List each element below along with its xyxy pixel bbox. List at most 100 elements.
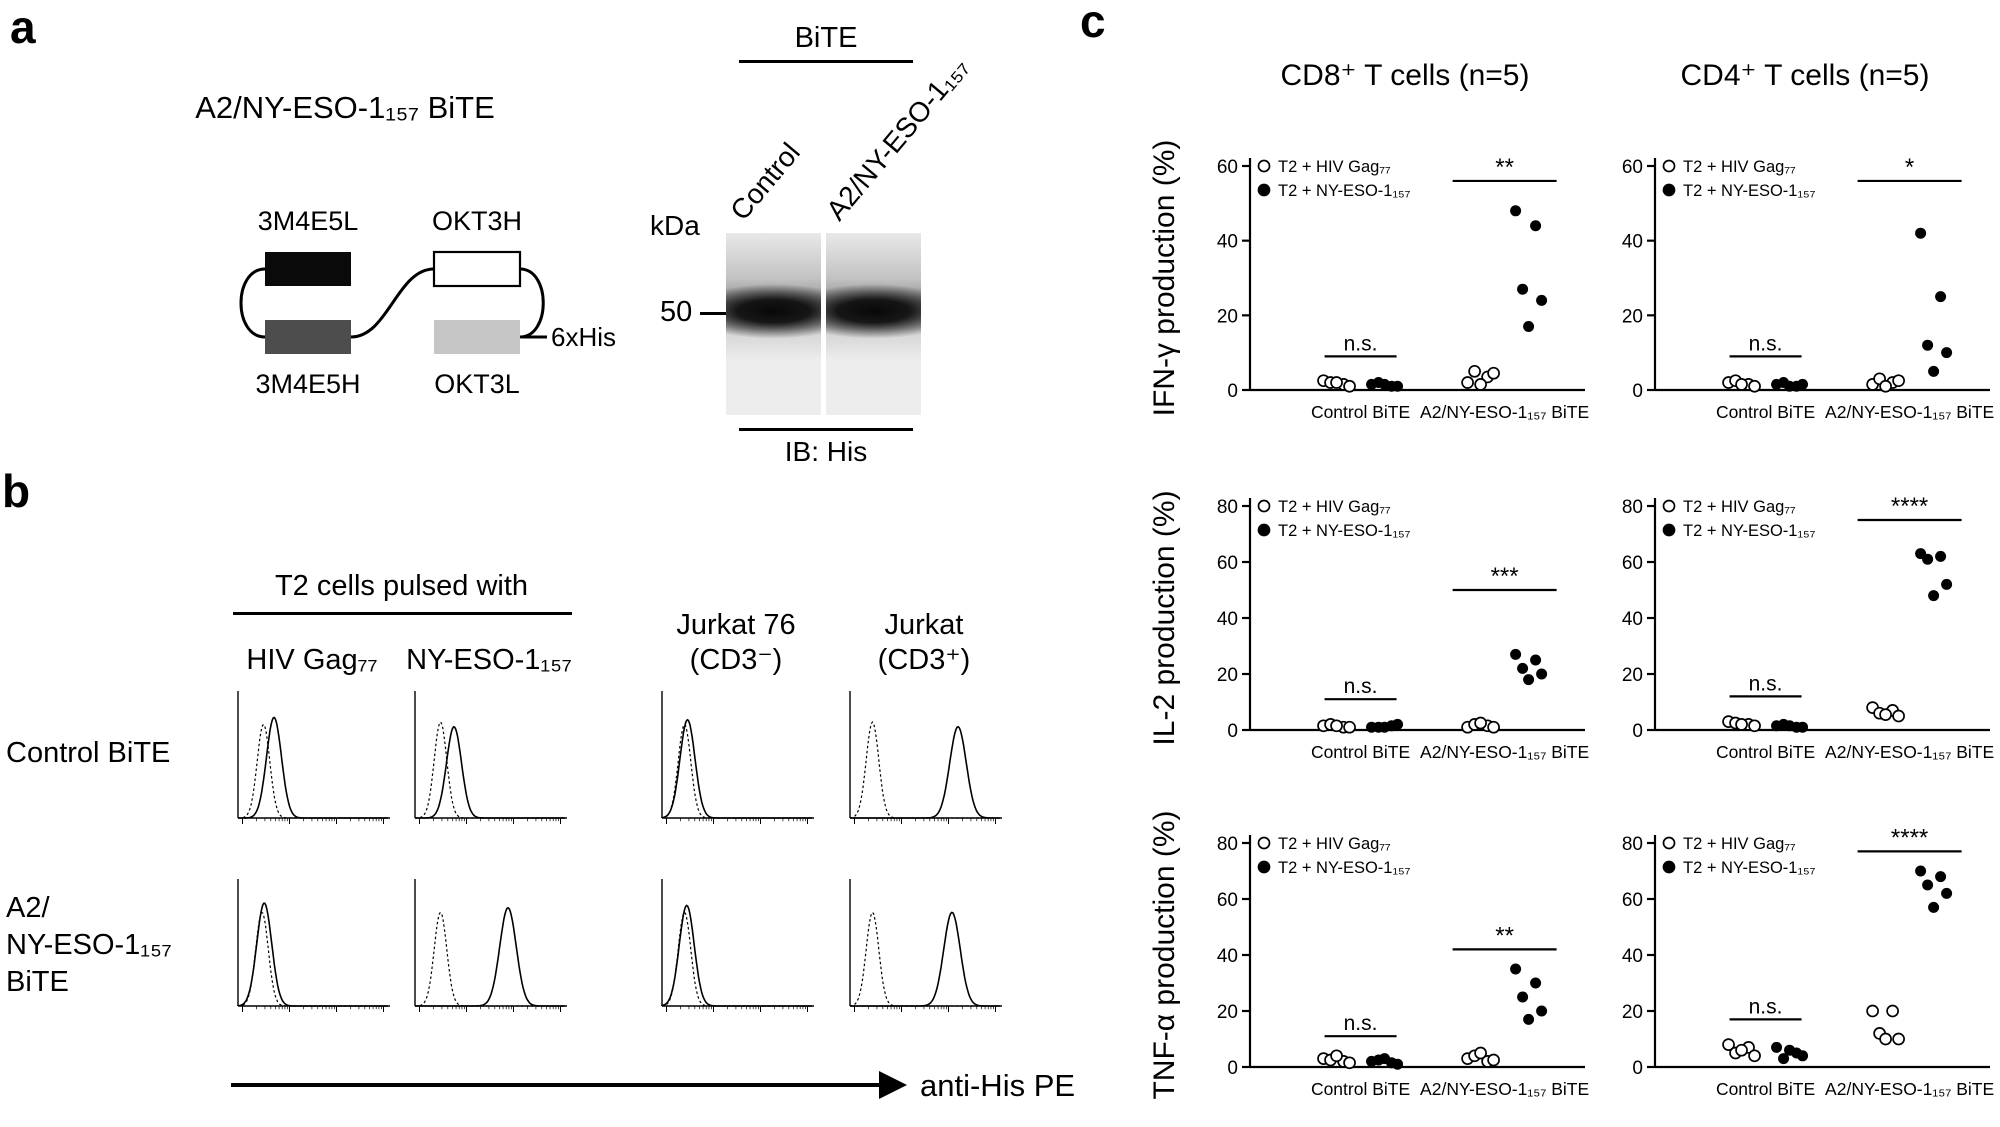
y-tick-label: 60	[1622, 890, 1643, 911]
domain-label-okt3h: OKT3H	[432, 206, 522, 236]
y-tick-label: 0	[1227, 721, 1238, 742]
domain-label-3m4e5l: 3M4E5L	[258, 206, 359, 236]
point-open	[1330, 1049, 1343, 1063]
sig-label: n.s.	[1344, 1012, 1378, 1035]
hist-curve-dotted	[661, 723, 812, 819]
point-open	[1879, 379, 1892, 393]
hist-curve-dotted	[237, 911, 388, 1007]
legend-marker-open	[1662, 836, 1676, 850]
point-filled	[1536, 294, 1548, 306]
point-open	[1487, 720, 1500, 734]
point-filled	[1517, 662, 1529, 674]
point-filled	[1536, 668, 1548, 680]
scatter-cd8-ifng: 0 20 40 60 Control BiTE n.s. A2/NY-ESO-1₁₅₇ Bi…	[1217, 154, 1589, 422]
legend-marker-open	[1662, 499, 1676, 513]
point-filled	[1510, 963, 1522, 975]
x-category-label: Control BiTE	[1716, 742, 1815, 762]
legend-marker-filled	[1257, 860, 1271, 874]
domain-label-okt3l: OKT3L	[434, 369, 520, 399]
blot-caption: IB: His	[784, 436, 868, 467]
point-open	[1343, 1056, 1356, 1070]
hist-curve-dotted	[661, 911, 812, 1007]
point-open	[1474, 716, 1487, 730]
bite-schematic: 3M4E5L OKT3H 3M4E5H OKT3L 6xHis	[239, 206, 616, 399]
point-open	[1474, 1046, 1487, 1060]
legend-label: T2 + NY-ESO-1₁₅₇	[1278, 859, 1411, 877]
legend-marker-open	[1257, 499, 1271, 513]
scatter-cd4-ifng: 0 20 40 60 Control BiTE n.s. A2/NY-ESO-1₁₅₇ Bi…	[1622, 154, 1994, 422]
legend-label: T2 + HIV Gag₇₇	[1683, 158, 1796, 176]
sig-label: ****	[1891, 824, 1928, 851]
blot-lane-control	[726, 233, 821, 415]
point-open	[1879, 1032, 1892, 1046]
y-tick-label: 80	[1622, 834, 1643, 855]
hist-col-label-line: (CD3⁻)	[689, 644, 783, 676]
hist-curve-solid	[850, 725, 1000, 819]
point-filled	[1510, 648, 1522, 660]
y-tick-label: 20	[1217, 1002, 1238, 1023]
y-tick-label: 40	[1217, 609, 1238, 630]
y-tick-label: 40	[1622, 232, 1643, 253]
y-tick-label: 20	[1217, 665, 1238, 686]
hist-col-label-line: NY-ESO-1₁₅₇	[406, 644, 572, 676]
point-filled	[1941, 347, 1953, 359]
scatter-cd8-il2: 0 20 40 60 80 Control BiTE n.s. A2/NY-ESO-1₁₅₇ …	[1217, 497, 1589, 762]
blot-header-underline	[739, 60, 913, 63]
point-open	[1343, 379, 1356, 393]
x-category-label: A2/NY-ESO-1₁₅₇ BiTE	[1825, 402, 1994, 422]
point-filled	[1915, 227, 1927, 239]
point-open	[1468, 364, 1481, 378]
point-filled	[1922, 339, 1934, 351]
sig-label: **	[1495, 154, 1514, 181]
point-filled	[1935, 550, 1947, 562]
point-filled	[1392, 718, 1404, 730]
hist-curve-dotted	[237, 723, 388, 819]
cd8-column-header: CD8⁺ T cells (n=5)	[1280, 59, 1530, 92]
sig-label: ***	[1491, 563, 1519, 590]
legend-label: T2 + HIV Gag₇₇	[1683, 498, 1796, 516]
legend-marker-filled	[1257, 183, 1271, 197]
x-category-label: Control BiTE	[1716, 1079, 1815, 1099]
legend-marker-filled	[1662, 860, 1676, 874]
domain-box-3m4e5h	[265, 320, 351, 354]
legend-marker-open	[1257, 159, 1271, 173]
ylabel-ifng: IFN-γ production (%)	[1148, 139, 1181, 417]
blot-marker-dash	[700, 312, 726, 315]
point-open	[1487, 1053, 1500, 1067]
y-tick-label: 40	[1217, 232, 1238, 253]
sig-label: n.s.	[1749, 672, 1783, 695]
histogram-control-jurkat	[849, 691, 1002, 824]
point-filled	[1915, 865, 1927, 877]
panel-b-group-header: T2 cells pulsed with	[274, 570, 529, 602]
point-filled	[1928, 901, 1940, 913]
point-filled	[1928, 590, 1940, 602]
y-tick-label: 20	[1217, 306, 1238, 327]
sig-label: n.s.	[1749, 332, 1783, 355]
histogram-a2-hiv	[237, 879, 390, 1012]
point-open	[1892, 374, 1905, 388]
y-tick-label: 0	[1632, 1058, 1643, 1079]
legend-label: T2 + NY-ESO-1₁₅₇	[1278, 182, 1411, 200]
blot-group-header: BiTE	[794, 22, 858, 54]
point-filled	[1935, 291, 1947, 303]
point-filled	[1510, 205, 1522, 217]
hist-curve-solid	[237, 902, 388, 1007]
point-open	[1461, 376, 1474, 389]
hist-curve-dotted	[414, 721, 565, 819]
legend-label: T2 + HIV Gag₇₇	[1278, 158, 1391, 176]
y-tick-label: 0	[1632, 381, 1643, 402]
blot-kda-label: kDa	[650, 210, 700, 241]
legend-label: T2 + NY-ESO-1₁₅₇	[1683, 522, 1816, 540]
x-category-label: Control BiTE	[1716, 402, 1815, 422]
hist-col-label-hiv: HIV Gag₇₇	[231, 598, 393, 678]
linker-left-loop	[239, 267, 266, 339]
legend-label: T2 + NY-ESO-1₁₅₇	[1683, 859, 1816, 877]
point-filled	[1784, 380, 1796, 392]
hist-curve-solid	[661, 718, 812, 819]
point-filled	[1928, 365, 1940, 377]
hist-curve-solid	[415, 906, 565, 1007]
point-filled	[1941, 578, 1953, 590]
point-open	[1735, 378, 1748, 391]
hist-col-label-line: HIV Gag₇₇	[246, 644, 378, 676]
point-filled	[1379, 1053, 1391, 1065]
